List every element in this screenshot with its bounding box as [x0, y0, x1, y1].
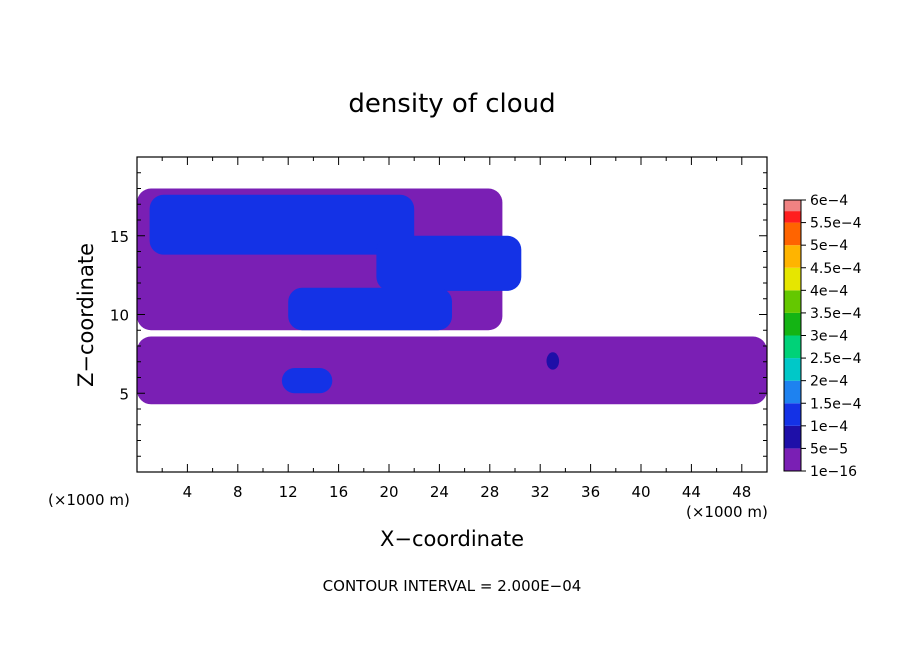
- x-tick-label: 24: [430, 483, 449, 501]
- y-tick-label: 10: [110, 307, 129, 325]
- y-tick-label: 5: [119, 385, 129, 403]
- chart-title: density of cloud: [348, 89, 555, 119]
- colorbar-swatch: [784, 335, 801, 359]
- colorbar: 1e−16 5e−5 1e−4 1.5e−4 2e−4 2.5e−4 3e−4 3.5e−4 4…: [783, 193, 862, 480]
- colorbar-swatch: [784, 267, 801, 291]
- colorbar-label: 5e−5: [810, 441, 848, 457]
- colorbar-label: 5.5e−4: [810, 216, 862, 232]
- colorbar-label: 1.5e−4: [810, 396, 862, 412]
- x-tick-label: 8: [233, 483, 243, 501]
- colorbar-swatch: [784, 200, 801, 212]
- x-tick-label: 44: [682, 483, 701, 501]
- colorbar-swatch: [784, 222, 801, 246]
- colorbar-label: 2e−4: [810, 374, 848, 390]
- region-cloud-band-lower: [137, 336, 767, 405]
- x-tick-label: 20: [379, 483, 398, 501]
- colorbar-label: 4e−4: [810, 283, 848, 299]
- colorbar-label: 3.5e−4: [810, 306, 862, 322]
- colorbar-label: 6e−4: [810, 193, 848, 209]
- colorbar-label: 1e−4: [810, 419, 848, 435]
- x-tick-label: 4: [183, 483, 193, 501]
- colorbar-swatch: [784, 448, 801, 471]
- colorbar-label: 2.5e−4: [810, 351, 862, 367]
- z-unit-label: (×1000 m): [48, 491, 130, 509]
- colorbar-label: 3e−4: [810, 329, 848, 345]
- colorbar-swatch: [784, 312, 801, 336]
- region-core-mid: [288, 287, 452, 331]
- region-core-upper-left: [149, 194, 415, 255]
- y-axis-label: Z−coordinate: [74, 243, 98, 387]
- colorbar-swatch: [784, 245, 801, 268]
- colorbar-frame: [783, 199, 802, 472]
- x-tick-label: 40: [631, 483, 650, 501]
- colorbar-swatch: [784, 403, 801, 426]
- contour-interval-note: CONTOUR INTERVAL = 2.000E−04: [323, 577, 582, 595]
- region-core-low: [281, 368, 333, 394]
- x-tick-label: 32: [531, 483, 550, 501]
- x-axis-label: X−coordinate: [380, 527, 524, 551]
- x-tick-label: 16: [329, 483, 348, 501]
- y-tick-label: 15: [110, 228, 129, 246]
- colorbar-label: 4.5e−4: [810, 261, 862, 277]
- colorbar-swatch: [784, 358, 801, 381]
- region-core-upper-right: [376, 235, 522, 291]
- x-unit-label: (×1000 m): [686, 503, 768, 521]
- x-tick-label: 28: [480, 483, 499, 501]
- region-core-small: [546, 352, 560, 370]
- colorbar-label: 1e−16: [810, 464, 857, 480]
- x-tick-label: 12: [279, 483, 298, 501]
- colorbar-label: 5e−4: [810, 238, 848, 254]
- x-tick-label: 48: [732, 483, 751, 501]
- colorbar-swatch: [784, 290, 801, 313]
- x-tick-label: 36: [581, 483, 600, 501]
- colorbar-swatch: [784, 380, 801, 404]
- colorbar-swatch: [784, 425, 801, 449]
